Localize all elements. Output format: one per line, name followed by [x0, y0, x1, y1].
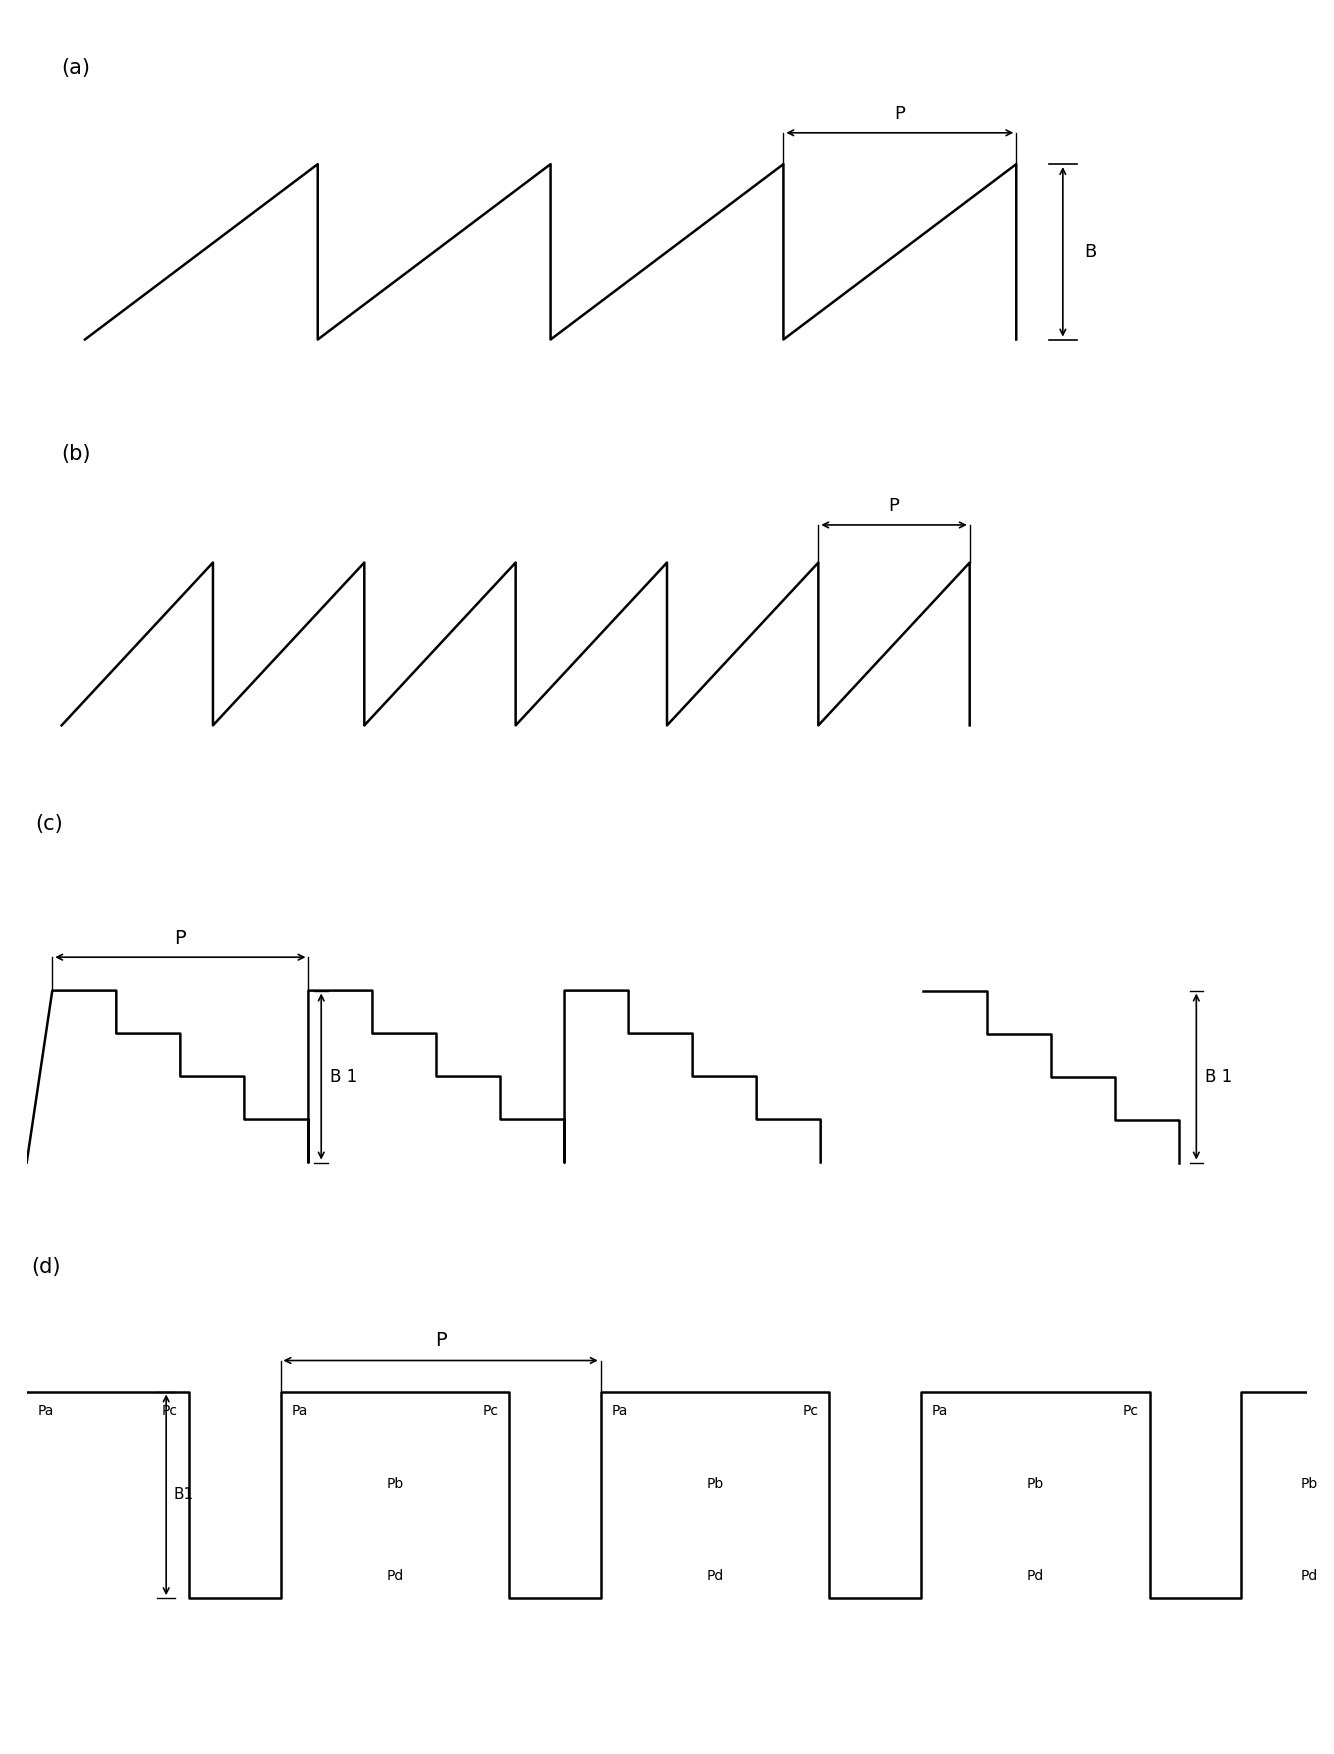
- Text: P: P: [435, 1331, 447, 1351]
- Text: P: P: [894, 105, 906, 123]
- Text: Pd: Pd: [387, 1568, 403, 1582]
- Text: Pa: Pa: [292, 1403, 308, 1417]
- Text: Pc: Pc: [802, 1403, 818, 1417]
- Text: (b): (b): [61, 444, 91, 463]
- Text: Pc: Pc: [482, 1403, 498, 1417]
- Text: Pa: Pa: [932, 1403, 948, 1417]
- Text: Pd: Pd: [1301, 1568, 1318, 1582]
- Text: P: P: [175, 928, 187, 947]
- Text: P: P: [888, 496, 899, 516]
- Text: (c): (c): [35, 814, 63, 833]
- Text: Pd: Pd: [1027, 1568, 1043, 1582]
- Text: Pc: Pc: [1122, 1403, 1138, 1417]
- Text: B 1: B 1: [329, 1068, 358, 1086]
- Text: Pb: Pb: [1301, 1477, 1318, 1491]
- Text: Pb: Pb: [387, 1477, 403, 1491]
- Text: (a): (a): [61, 58, 91, 77]
- Text: Pc: Pc: [161, 1403, 177, 1417]
- Text: Pa: Pa: [612, 1403, 628, 1417]
- Text: B: B: [1083, 242, 1097, 261]
- Text: B1: B1: [173, 1487, 193, 1501]
- Text: Pb: Pb: [1027, 1477, 1043, 1491]
- Text: Pb: Pb: [707, 1477, 723, 1491]
- Text: Pd: Pd: [707, 1568, 723, 1582]
- Text: B 1: B 1: [1205, 1068, 1233, 1086]
- Text: (d): (d): [31, 1258, 61, 1277]
- Text: Pa: Pa: [37, 1403, 55, 1417]
